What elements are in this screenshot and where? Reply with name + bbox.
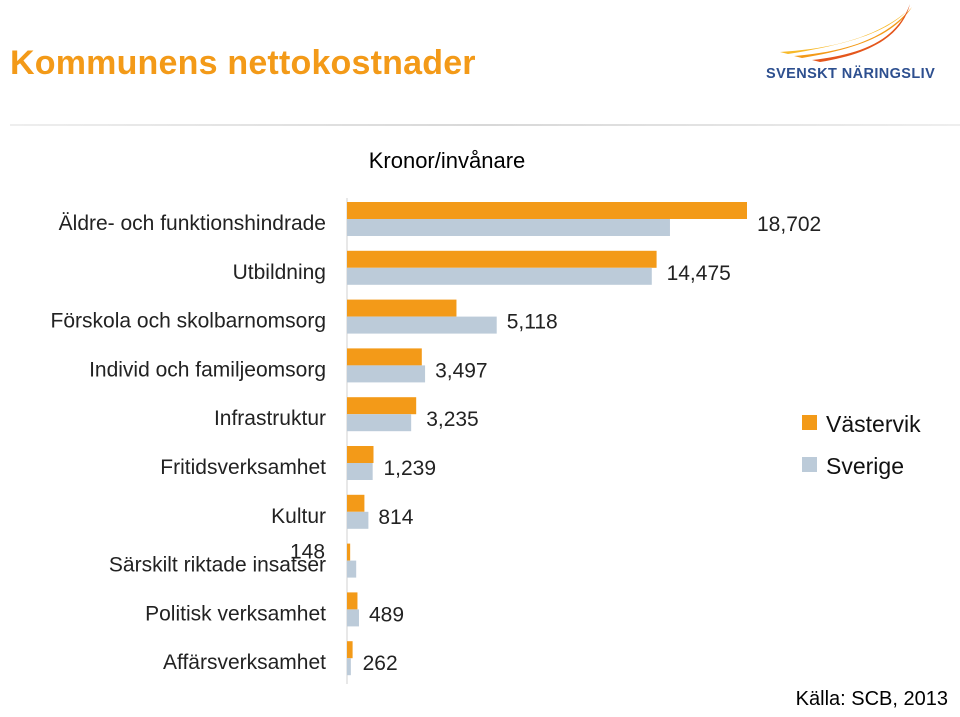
- data-label: 1,239: [383, 457, 436, 480]
- legend: Västervik Sverige: [802, 411, 921, 479]
- data-label: 262: [363, 652, 398, 675]
- category-label: Förskola och skolbarnomsorg: [51, 310, 326, 333]
- data-label: 3,235: [426, 408, 479, 431]
- bar-sverige: [347, 463, 373, 480]
- category-label: Utbildning: [233, 261, 326, 284]
- data-label: 814: [378, 506, 413, 529]
- data-label: 18,702: [757, 213, 821, 236]
- chart-subtitle: Kronor/invånare: [369, 148, 526, 173]
- bar-sverige: [347, 560, 357, 578]
- bar-vastervik: [347, 299, 457, 317]
- bar-sverige: [347, 316, 497, 334]
- data-label: 5,118: [507, 311, 558, 334]
- bar-sverige: [347, 365, 426, 383]
- category-label: Äldre- och funktionshindrade: [59, 212, 326, 235]
- header-divider: [10, 124, 960, 126]
- category-label: Infrastruktur: [214, 407, 326, 430]
- bar-vastervik: [347, 348, 422, 366]
- data-label: 3,497: [435, 359, 488, 382]
- legend-swatch: [802, 457, 817, 472]
- data-label: 14,475: [667, 262, 731, 285]
- bar-vastervik: [347, 494, 365, 512]
- logo-wordmark: SVENSKT NÄRINGSLIV: [766, 66, 936, 82]
- bar-vastervik: [347, 543, 351, 561]
- legend-swatch: [802, 415, 817, 430]
- legend-label: Sverige: [826, 453, 904, 479]
- category-label: Kultur: [271, 505, 326, 528]
- bar-sverige: [347, 609, 359, 627]
- bar-vastervik: [347, 250, 657, 268]
- category-label: Särskilt riktade insatser: [109, 554, 326, 577]
- bar-vastervik: [347, 397, 417, 415]
- category-labels: Äldre- och funktionshindrade Utbildning Fö…: [51, 212, 327, 674]
- category-label: Fritidsverksamhet: [160, 456, 326, 479]
- data-label: 489: [369, 603, 404, 626]
- bar-vastervik: [347, 641, 353, 659]
- data-labels: 18,702 14,475 5,118 3,497 3,235 1,239 814 148 48…: [290, 213, 821, 675]
- bar-sverige: [347, 511, 369, 529]
- bar-vastervik: [347, 446, 374, 463]
- bar-sverige: [347, 658, 351, 676]
- category-label: Affärsverksamhet: [163, 651, 326, 674]
- chart-title: Kommunens nettokostnader: [10, 44, 476, 82]
- bars: [347, 202, 747, 676]
- source-note: Källa: SCB, 2013: [795, 688, 948, 710]
- legend-label: Västervik: [826, 411, 921, 437]
- category-label: Individ och familjeomsorg: [89, 358, 326, 381]
- bar-vastervik: [347, 202, 747, 219]
- data-label: 148: [290, 541, 325, 564]
- flame-swoosh-logo-icon: [780, 4, 912, 62]
- bar-sverige: [347, 414, 412, 432]
- category-label: Politisk verksamhet: [145, 602, 326, 625]
- bar-sverige: [347, 219, 670, 236]
- bar-sverige: [347, 267, 652, 285]
- bar-vastervik: [347, 592, 358, 610]
